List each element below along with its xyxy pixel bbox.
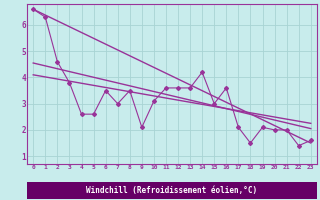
Text: Windchill (Refroidissement éolien,°C): Windchill (Refroidissement éolien,°C) bbox=[86, 186, 258, 195]
